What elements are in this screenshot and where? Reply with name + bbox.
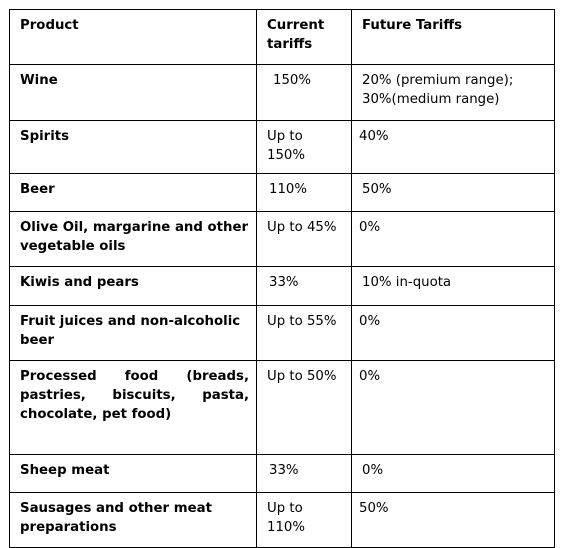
- current-tariff-cell: 33%: [256, 266, 352, 306]
- tariff-table: Product Current tariffs Future Tariffs W…: [9, 9, 555, 548]
- header-current-tariffs: Current tariffs: [256, 9, 352, 65]
- product-cell: Sausages and other meat preparations: [9, 492, 257, 548]
- product-cell: Wine: [9, 64, 257, 121]
- table-row: Sheep meat 33% 0%: [9, 454, 555, 493]
- table-row: Fruit juices and non-alcoholic beer Up t…: [9, 305, 555, 361]
- future-tariff-line: 20% (premium range);: [362, 73, 514, 88]
- product-cell: Processed food (breads, pastries, biscui…: [9, 360, 257, 455]
- future-tariff-cell: 20% (premium range); 30%(medium range): [351, 64, 555, 121]
- product-cell: Kiwis and pears: [9, 266, 257, 306]
- future-tariff-cell: 0%: [351, 454, 555, 493]
- product-cell: Sheep meat: [9, 454, 257, 493]
- table-row: Sausages and other meat preparations Up …: [9, 492, 555, 548]
- header-future-tariffs: Future Tariffs: [351, 9, 555, 65]
- current-tariff-cell: 150%: [256, 64, 352, 121]
- current-tariff-cell: Up to 55%: [256, 305, 352, 361]
- header-product: Product: [9, 9, 257, 65]
- product-cell: Fruit juices and non-alcoholic beer: [9, 305, 257, 361]
- product-cell: Spirits: [9, 120, 257, 174]
- table-row: Olive Oil, margarine and other vegetable…: [9, 211, 555, 267]
- current-tariff-cell: Up to 150%: [256, 120, 352, 174]
- future-tariff-cell: 10% in-quota: [351, 266, 555, 306]
- future-tariff-cell: 0%: [351, 211, 555, 267]
- table-row: Wine 150% 20% (premium range); 30%(mediu…: [9, 64, 555, 121]
- table-header-row: Product Current tariffs Future Tariffs: [9, 9, 555, 65]
- future-tariff-cell: 50%: [351, 173, 555, 212]
- future-tariff-cell: 0%: [351, 360, 555, 455]
- current-tariff-cell: Up to 50%: [256, 360, 352, 455]
- product-cell: Olive Oil, margarine and other vegetable…: [9, 211, 257, 267]
- future-tariff-cell: 50%: [351, 492, 555, 548]
- product-cell: Beer: [9, 173, 257, 212]
- current-tariff-cell: Up to 110%: [256, 492, 352, 548]
- current-tariff-cell: 33%: [256, 454, 352, 493]
- table-row: Beer 110% 50%: [9, 173, 555, 212]
- table-row: Processed food (breads, pastries, biscui…: [9, 360, 555, 455]
- current-tariff-cell: 110%: [256, 173, 352, 212]
- current-tariff-cell: Up to 45%: [256, 211, 352, 267]
- future-tariff-line: 30%(medium range): [362, 92, 500, 107]
- future-tariff-cell: 0%: [351, 305, 555, 361]
- table-row: Spirits Up to 150% 40%: [9, 120, 555, 174]
- table-row: Kiwis and pears 33% 10% in-quota: [9, 266, 555, 306]
- future-tariff-cell: 40%: [351, 120, 555, 174]
